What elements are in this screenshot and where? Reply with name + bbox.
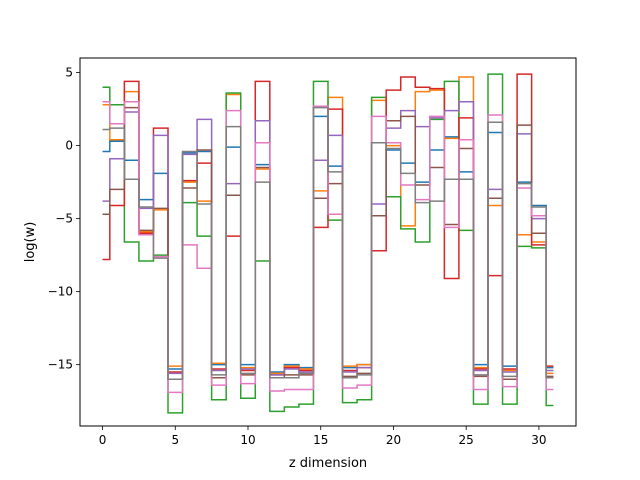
x-tick-label: 0	[99, 433, 107, 447]
y-axis-ticks: 5 0 −5 −10 −15	[48, 66, 80, 372]
y-tick-label: −15	[48, 358, 73, 372]
y-tick-label: 0	[65, 139, 73, 153]
x-tick-label: 30	[531, 433, 546, 447]
plot-frame	[79, 57, 577, 427]
x-axis-label: z dimension	[289, 456, 367, 471]
x-tick-label: 5	[171, 433, 179, 447]
x-tick-label: 10	[240, 433, 255, 447]
y-tick-label: 5	[65, 66, 73, 80]
series-layer	[102, 73, 554, 414]
y-tick-label: −5	[55, 212, 73, 226]
x-tick-label: 25	[459, 433, 474, 447]
x-tick-label: 20	[386, 433, 401, 447]
x-axis-ticks: 0 5 10 15 20 25 30	[99, 426, 547, 447]
series-line-8	[102, 106, 554, 381]
y-axis-label: log(w)	[23, 222, 38, 263]
series-line-7	[102, 101, 554, 394]
y-tick-label: −10	[48, 285, 73, 299]
x-tick-label: 15	[313, 433, 328, 447]
